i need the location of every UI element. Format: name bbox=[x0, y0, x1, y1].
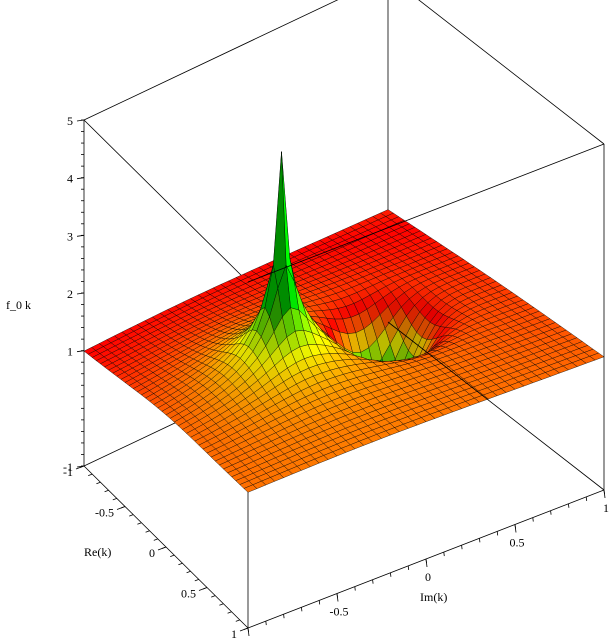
re-tick-label: -0.5 bbox=[95, 506, 114, 520]
re-minor-tick bbox=[235, 619, 240, 622]
z-axis-label: f_0 k bbox=[6, 298, 31, 312]
re-minor-tick bbox=[186, 570, 191, 574]
z-tick-label: 2 bbox=[67, 287, 73, 301]
im-minor-tick bbox=[603, 489, 605, 495]
box-edge-top-front bbox=[247, 143, 605, 283]
im-minor-tick bbox=[461, 545, 463, 550]
re-minor-tick bbox=[137, 522, 142, 525]
x-axis-label: Im(k) bbox=[420, 590, 447, 604]
box-edge-top-right bbox=[418, 0, 605, 145]
z-tick-label: -1 bbox=[63, 460, 73, 474]
box-edge-top-left bbox=[83, 119, 249, 283]
surface-mesh bbox=[83, 151, 605, 493]
im-minor-tick bbox=[407, 565, 410, 570]
im-minor-tick bbox=[283, 614, 285, 619]
re-minor-tick bbox=[129, 514, 134, 517]
re-tick-label: -1 bbox=[63, 465, 73, 479]
re-minor-tick bbox=[153, 538, 158, 541]
re-minor-tick bbox=[112, 498, 117, 501]
re-minor-tick bbox=[170, 554, 175, 557]
im-minor-tick bbox=[354, 586, 356, 591]
bounding-box-front bbox=[83, 143, 605, 629]
im-minor-tick bbox=[479, 538, 481, 543]
im-minor-tick bbox=[532, 517, 534, 522]
im-minor-tick bbox=[568, 503, 570, 508]
y-axis-label: Re(k) bbox=[84, 545, 111, 559]
im-tick-label: 1 bbox=[603, 501, 609, 515]
re-minor-tick bbox=[202, 587, 208, 590]
z-tick-label: 1 bbox=[67, 345, 73, 359]
re-minor-tick bbox=[88, 473, 93, 476]
re-minor-tick bbox=[120, 506, 126, 509]
im-tick-label: -0.5 bbox=[330, 605, 349, 619]
re-minor-tick bbox=[104, 489, 109, 493]
re-minor-tick bbox=[161, 546, 167, 549]
re-minor-tick bbox=[178, 562, 183, 566]
im-tick-label: 0.5 bbox=[510, 536, 525, 550]
im-minor-tick bbox=[550, 510, 552, 515]
im-minor-tick bbox=[585, 496, 588, 501]
re-minor-tick bbox=[211, 595, 216, 598]
im-minor-tick bbox=[247, 627, 249, 633]
re-minor-tick bbox=[243, 627, 249, 630]
surface-patch bbox=[243, 484, 258, 493]
im-minor-tick bbox=[265, 621, 267, 626]
im-minor-tick bbox=[336, 593, 338, 598]
im-minor-tick bbox=[443, 552, 445, 557]
box-edge-top-back bbox=[83, 0, 339, 121]
z-tick-label: 5 bbox=[67, 114, 73, 128]
box-edge-bottom-right bbox=[387, 321, 605, 491]
im-minor-tick bbox=[390, 572, 392, 577]
re-minor-tick bbox=[227, 611, 232, 614]
re-minor-tick bbox=[194, 579, 199, 582]
im-minor-tick bbox=[425, 558, 427, 564]
re-minor-tick bbox=[219, 603, 224, 606]
re-tick-label: 0.5 bbox=[181, 587, 196, 601]
z-tick-label: 4 bbox=[67, 172, 73, 186]
im-minor-tick bbox=[372, 579, 374, 584]
re-tick-label: 1 bbox=[231, 627, 237, 638]
re-minor-tick bbox=[145, 530, 150, 533]
re-minor-tick bbox=[96, 481, 101, 485]
im-tick-label: 0 bbox=[425, 570, 431, 584]
im-minor-tick bbox=[301, 607, 303, 612]
z-tick-label: 3 bbox=[67, 229, 73, 243]
re-tick-label: 0 bbox=[149, 546, 155, 560]
im-minor-tick bbox=[514, 524, 516, 529]
im-minor-tick bbox=[318, 600, 321, 605]
re-minor-tick bbox=[79, 465, 85, 468]
im-minor-tick bbox=[496, 531, 499, 536]
